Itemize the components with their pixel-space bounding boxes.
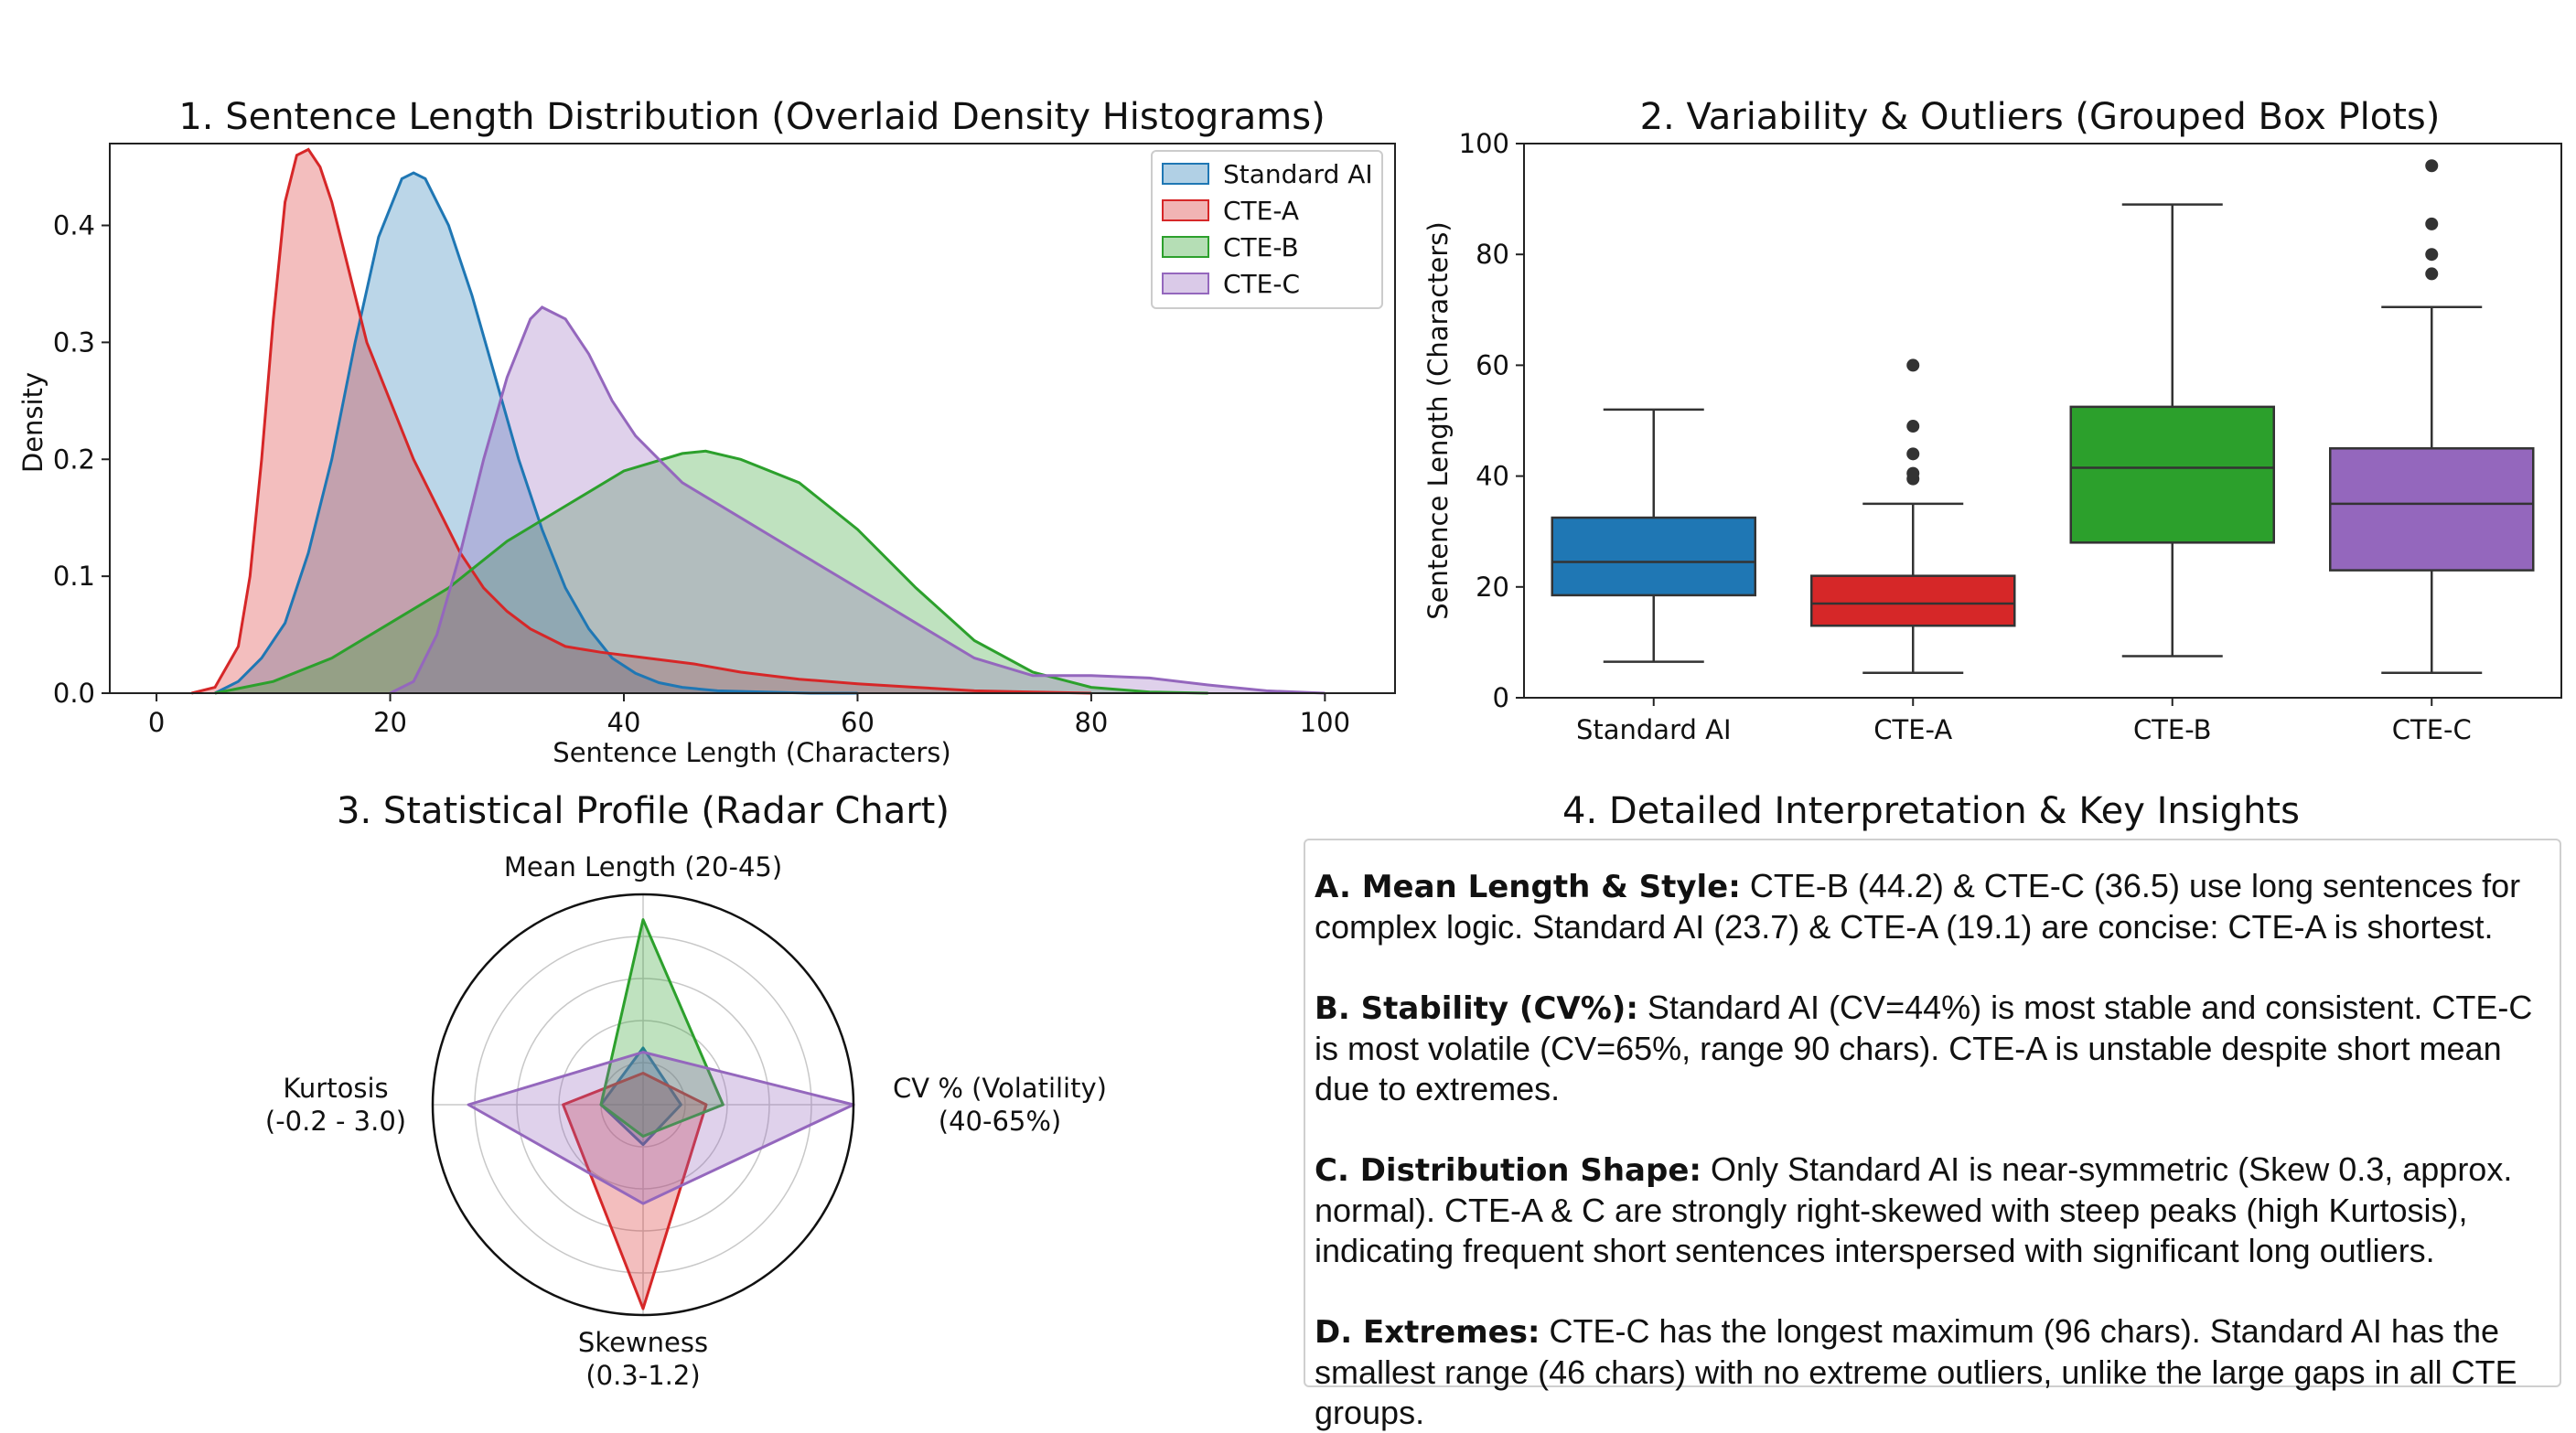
box-iqr-cte-a <box>1810 574 2016 627</box>
insight-a-text: CTE-B (44.2) & CTE-C (36.5) use long sen… <box>1315 867 2521 946</box>
box-outlier-cte-a <box>1906 420 1920 433</box>
insights-box: A. Mean Length & Style: CTE-B (44.2) & C… <box>1304 839 2561 1431</box>
box-outlier-cte-c <box>2425 248 2439 262</box>
box-iqr-cte-c <box>2329 447 2535 572</box>
density-line-cte-c <box>389 305 1326 695</box>
legend-swatch-cte-a <box>1162 199 1209 221</box>
box-outlier-cte-a <box>1906 358 1920 372</box>
insight-a: A. Mean Length & Style: CTE-B (44.2) & C… <box>1315 866 2550 947</box>
radar-outer-ring <box>431 893 855 1317</box>
box-outlier-cte-c <box>2425 267 2439 281</box>
radar-axis-label-kurtosis: Kurtosis <box>283 1073 388 1104</box>
box-plot-frame <box>1523 143 2562 699</box>
box-y-tick-label: 40 <box>1476 461 1509 492</box>
legend-swatch-cte-b <box>1162 236 1209 258</box>
radar-plot: Mean Length (20-45) CV % (Volatility)(40-… <box>265 851 1107 1391</box>
box-outlier-cte-c <box>2425 217 2439 230</box>
density-x-tick-label: 20 <box>373 707 407 738</box>
radar-axis-label-cv: CV % (Volatility) <box>893 1073 1107 1104</box>
insight-b: B. Stability (CV%): Standard AI (CV=44%)… <box>1315 988 2550 1109</box>
box-plot: Standard AI CTE-A CTE-B CTE-C 0 20 40 60 80 100 <box>1459 128 2562 745</box>
box-x-tick-label: CTE-C <box>2392 714 2472 745</box>
density-x-tick-label: 80 <box>1074 707 1108 738</box>
box-y-tick-label: 100 <box>1459 128 1509 159</box>
density-area-cte-a <box>191 149 1091 693</box>
legend-swatch-standard-ai <box>1162 163 1209 185</box>
legend-label-cte-a: CTE-A <box>1223 196 1299 226</box>
radar-axis-label-mean-length: Mean Length (20-45) <box>504 851 782 882</box>
insight-d-text: CTE-C has the longest maximum (96 chars)… <box>1315 1312 2517 1431</box>
insight-d: D. Extremes: CTE-C has the longest maxim… <box>1315 1311 2550 1433</box>
radar-axis-label-kurtosis-range: (-0.2 - 3.0) <box>265 1106 406 1137</box>
box-x-tick-label: CTE-A <box>1873 714 1952 745</box>
density-y-tick-label: 0.3 <box>53 326 95 358</box>
density-legend <box>1151 150 1383 309</box>
insight-c-text: Only Standard AI is near-symmetric (Skew… <box>1315 1150 2513 1269</box>
box-iqr-standard-ai <box>1551 516 1756 597</box>
density-area-standard-ai <box>214 173 858 693</box>
box-iqr-cte-b <box>2069 405 2275 544</box>
density-plot-frame <box>109 143 1396 694</box>
insight-b-text: Standard AI (CV=44%) is most stable and … <box>1315 989 2533 1107</box>
density-x-tick-label: 100 <box>1300 707 1350 738</box>
box-y-tick-label: 20 <box>1476 572 1509 603</box>
legend-label-cte-b: CTE-B <box>1223 232 1299 262</box>
insight-a-label: A. Mean Length & Style: <box>1315 869 1741 905</box>
density-y-tick-label: 0.4 <box>53 210 95 241</box>
density-x-tick-label: 0 <box>148 707 165 738</box>
box-x-tick-label: Standard AI <box>1576 714 1732 745</box>
box-outlier-cte-a <box>1906 466 1920 480</box>
density-line-standard-ai <box>214 171 858 695</box>
radar-axis-label-cv-range: (40-65%) <box>939 1106 1061 1137</box>
legend-label-cte-c: CTE-C <box>1223 269 1300 299</box>
box-outlier-cte-c <box>2425 159 2439 173</box>
legend-label-standard-ai: Standard AI <box>1223 159 1373 189</box>
density-y-tick-label: 0.2 <box>53 444 95 475</box>
insight-d-label: D. Extremes: <box>1315 1314 1540 1351</box>
insight-b-label: B. Stability (CV%): <box>1315 990 1638 1027</box>
boxplot-y-axis-label: Sentence Length (Characters) <box>1422 221 1454 619</box>
box-y-tick-label: 80 <box>1476 239 1509 270</box>
radar-area-cte-b <box>599 918 724 1138</box>
box-y-tick-label: 60 <box>1476 349 1509 380</box>
boxplot-chart-title: 2. Variability & Outliers (Grouped Box P… <box>1640 96 2441 138</box>
radar-axis-label-skewness-range: (0.3-1.2) <box>585 1360 700 1391</box>
density-y-axis-label: Density <box>17 372 48 473</box>
density-x-tick-label: 60 <box>841 707 875 738</box>
density-y-tick-label: 0.1 <box>53 561 95 592</box>
insight-c: C. Distribution Shape: Only Standard AI … <box>1315 1150 2550 1271</box>
radar-chart-title: 3. Statistical Profile (Radar Chart) <box>337 790 950 832</box>
density-x-tick-label: 40 <box>607 707 641 738</box>
insight-c-label: C. Distribution Shape: <box>1315 1152 1701 1189</box>
box-y-tick-label: 0 <box>1493 682 1509 713</box>
legend-swatch-cte-c <box>1162 273 1209 294</box>
density-plot: 0 20 40 60 80 100 0.0 0.1 0.2 0.3 0.4 Standard AI CT… <box>53 143 1396 738</box>
density-area-cte-c <box>390 307 1326 693</box>
insights-title: 4. Detailed Interpretation & Key Insight… <box>1562 790 2300 832</box>
density-chart-title: 1. Sentence Length Distribution (Overlai… <box>178 96 1325 138</box>
radar-axis-label-skewness: Skewness <box>578 1327 708 1358</box>
radar-area-cte-c <box>467 1051 855 1205</box>
density-x-axis-label: Sentence Length (Characters) <box>553 737 950 768</box>
density-area-cte-b <box>214 451 1208 693</box>
radar-area-cte-a <box>562 1072 708 1310</box>
box-outlier-cte-a <box>1906 447 1920 461</box>
box-x-tick-label: CTE-B <box>2133 714 2212 745</box>
density-line-cte-a <box>191 147 1091 695</box>
density-line-cte-b <box>214 449 1208 695</box>
density-y-tick-label: 0.0 <box>53 678 95 709</box>
